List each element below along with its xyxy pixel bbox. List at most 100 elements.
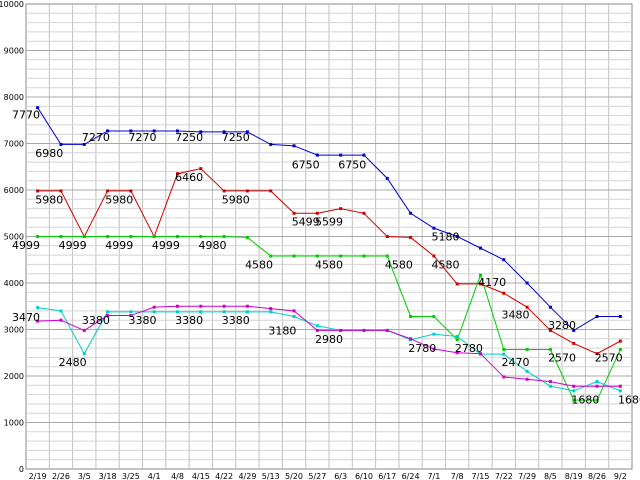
data-label: 6750: [338, 158, 366, 171]
y-tick-label: 4000: [4, 279, 24, 288]
x-tick-label: 6/17: [378, 472, 396, 480]
data-point: [502, 347, 506, 351]
data-point: [595, 380, 599, 384]
data-point: [36, 189, 40, 193]
x-tick-label: 3/5: [78, 472, 91, 480]
data-point: [525, 347, 529, 351]
data-point: [572, 389, 576, 393]
data-point: [36, 306, 40, 310]
data-point: [455, 338, 459, 342]
data-label: 1680: [571, 393, 599, 406]
data-point: [315, 324, 319, 328]
data-label: 5980: [35, 193, 63, 206]
data-point: [59, 309, 63, 313]
data-point: [362, 211, 366, 215]
data-point: [618, 339, 622, 343]
y-tick-label: 3000: [4, 326, 24, 335]
data-label: 2780: [408, 342, 436, 355]
data-point: [222, 235, 226, 239]
data-point: [199, 130, 203, 134]
data-point: [176, 235, 179, 239]
data-point: [525, 377, 529, 381]
data-label: 7250: [222, 131, 250, 144]
data-point: [455, 334, 459, 338]
data-point: [269, 189, 273, 193]
x-tick-label: 8/19: [565, 472, 583, 480]
data-label: 6980: [35, 147, 63, 160]
data-point: [385, 235, 389, 239]
data-point: [106, 189, 110, 193]
data-point: [292, 144, 296, 148]
data-point: [176, 129, 179, 133]
data-point: [129, 129, 133, 133]
data-label: 7270: [129, 131, 157, 144]
x-tick-label: 6/10: [355, 472, 373, 480]
data-point: [618, 389, 622, 393]
data-point: [269, 310, 273, 314]
data-point: [292, 314, 296, 318]
data-point: [199, 235, 203, 239]
data-point: [59, 235, 63, 239]
x-tick-label: 4/1: [148, 472, 161, 480]
data-point: [176, 310, 179, 314]
data-label: 2470: [501, 356, 529, 369]
y-tick-label: 7000: [4, 140, 24, 149]
y-tick-label: 5000: [4, 233, 24, 242]
data-point: [59, 318, 63, 322]
data-point: [222, 130, 226, 134]
data-label: 4999: [12, 239, 40, 252]
data-point: [595, 384, 599, 388]
data-point: [502, 375, 506, 379]
data-point: [362, 328, 366, 332]
data-point: [595, 352, 599, 356]
data-point: [176, 304, 179, 308]
data-point: [82, 142, 86, 146]
data-point: [548, 347, 552, 351]
data-point: [362, 153, 366, 157]
x-tick-label: 9/2: [614, 472, 627, 480]
data-point: [129, 314, 133, 318]
y-tick-label: 9000: [4, 47, 24, 56]
data-point: [129, 189, 133, 193]
data-label: 4999: [152, 239, 180, 252]
data-point: [548, 384, 552, 388]
data-point: [269, 254, 273, 258]
data-point: [479, 282, 482, 286]
data-label: 3380: [222, 314, 250, 327]
data-point: [409, 211, 413, 215]
data-point: [572, 328, 576, 332]
data-point: [222, 310, 226, 314]
data-label: 2570: [548, 351, 576, 364]
data-point: [572, 341, 576, 345]
data-point: [525, 281, 529, 285]
data-point: [106, 235, 110, 239]
series-line-3: [37, 236, 621, 401]
x-tick-label: 4/29: [238, 472, 256, 480]
data-point: [269, 307, 273, 311]
data-point: [245, 189, 249, 193]
y-tick-label: 6000: [4, 186, 24, 195]
data-label: 4580: [385, 258, 413, 271]
x-tick-labels: 2/19 2/26 3/5 3/18 3/25 4/1 4/8 4/15 4/22 4/29 5/1…: [29, 472, 627, 480]
y-tick-label: 8000: [4, 93, 24, 102]
y-tick-labels: 0 1000 2000 3000 4000 5000 6000 7000 8000 9000 100…: [0, 0, 24, 474]
data-point: [152, 305, 156, 309]
x-tick-label: 6/24: [402, 472, 420, 480]
x-tick-label: 7/15: [472, 472, 490, 480]
series-line-2: [37, 168, 621, 355]
data-point: [502, 352, 506, 356]
data-point: [152, 235, 156, 239]
data-label: 4980: [198, 239, 226, 252]
data-label: 4170: [478, 276, 506, 289]
data-label: 3470: [12, 311, 40, 324]
data-label: 7770: [12, 109, 40, 122]
data-label: 2780: [455, 342, 483, 355]
data-point: [315, 328, 319, 332]
data-label: 1680: [618, 393, 640, 406]
data-point: [548, 328, 552, 332]
data-labels: 7770 6980 7270 7270 7250 7250 6750 6750 5180 3280…: [12, 109, 640, 407]
data-label: 3180: [268, 324, 296, 337]
data-point: [176, 172, 179, 176]
x-tick-label: 4/8: [171, 472, 184, 480]
data-point: [572, 384, 576, 388]
